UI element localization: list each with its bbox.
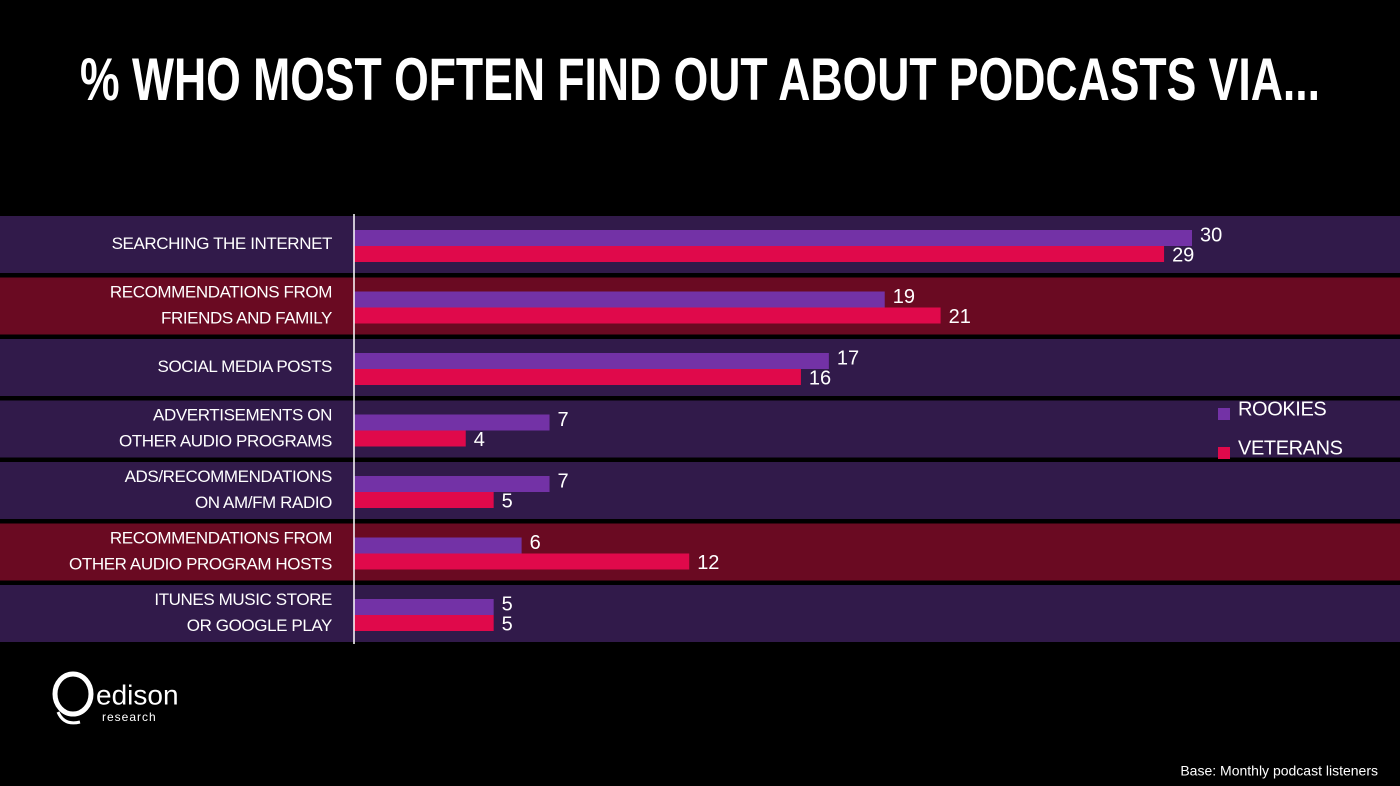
value-label: 12 (697, 552, 719, 574)
row-band (0, 462, 1400, 519)
value-label: 4 (474, 429, 485, 451)
bar (354, 615, 494, 631)
category-label: SOCIAL MEDIA POSTS (158, 357, 333, 376)
logo-subtitle: research (102, 710, 157, 724)
value-label: 29 (1172, 244, 1194, 266)
category-label: FRIENDS AND FAMILY (161, 308, 332, 327)
footnote: Base: Monthly podcast listeners (1180, 763, 1378, 779)
category-label: ON AM/FM RADIO (195, 493, 332, 512)
row-band (0, 585, 1400, 642)
bar (354, 291, 885, 308)
bar (354, 537, 522, 554)
category-label: ADS/RECOMMENDATIONS (125, 467, 332, 486)
bar (354, 353, 829, 369)
value-label: 21 (949, 306, 971, 328)
bar (354, 414, 550, 431)
value-label: 30 (1200, 224, 1222, 246)
bar (354, 246, 1165, 262)
bar (354, 430, 466, 447)
category-label: OTHER AUDIO PROGRAM HOSTS (69, 554, 332, 573)
row-band (0, 400, 1400, 458)
value-label: 5 (502, 490, 513, 512)
value-label: 5 (502, 593, 513, 615)
category-label: ITUNES MUSIC STORE (154, 590, 332, 609)
value-label: 5 (502, 613, 513, 635)
value-label: 7 (558, 409, 569, 431)
rows: SEARCHING THE INTERNET RECOMMENDATIONS FR… (0, 216, 1400, 642)
row-band (0, 523, 1400, 581)
bar (354, 230, 1192, 246)
category-label: OTHER AUDIO PROGRAMS (119, 431, 332, 450)
category-label: RECOMMENDATIONS FROM (110, 528, 332, 547)
value-label: 7 (558, 470, 569, 492)
value-label: 17 (837, 347, 859, 369)
bar (354, 476, 550, 492)
legend-swatch (1218, 447, 1230, 459)
bar (354, 599, 494, 615)
category-label: OR GOOGLE PLAY (187, 616, 332, 635)
value-label: 6 (530, 532, 541, 554)
legend-label: ROOKIES (1238, 398, 1326, 420)
category-label: ADVERTISEMENTS ON (153, 405, 332, 424)
chart-title: % WHO MOST OFTEN FIND OUT ABOUT PODCASTS… (80, 46, 1320, 113)
value-label: 19 (893, 286, 915, 308)
logo-icon (52, 671, 94, 717)
logo: edison research (52, 671, 179, 725)
category-label: RECOMMENDATIONS FROM (110, 282, 332, 301)
logo-swoosh (56, 711, 81, 725)
bar (354, 307, 941, 324)
logo-name: edison (96, 679, 179, 710)
legend-label: VETERANS (1238, 437, 1343, 459)
category-label: SEARCHING THE INTERNET (112, 234, 332, 253)
bar (354, 492, 494, 508)
bar (354, 369, 801, 385)
value-label: 16 (809, 367, 831, 389)
bar (354, 553, 690, 570)
legend-swatch (1218, 408, 1230, 420)
